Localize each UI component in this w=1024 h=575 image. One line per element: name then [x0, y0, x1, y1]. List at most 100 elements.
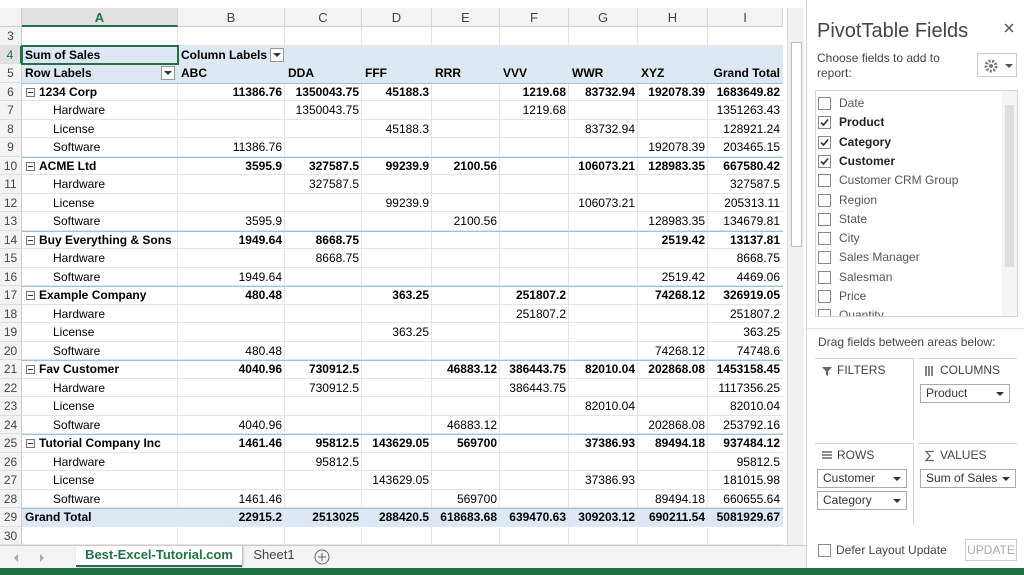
- value-cell[interactable]: 327587.5: [308, 158, 359, 173]
- field-checkbox[interactable]: [818, 193, 831, 207]
- scroll-thumb[interactable]: [791, 42, 802, 247]
- item-label[interactable]: License: [53, 121, 95, 136]
- grand-total-label[interactable]: Grand Total: [25, 510, 92, 524]
- item-label[interactable]: Hardware: [53, 251, 106, 265]
- value-cell[interactable]: 134679.81: [723, 214, 780, 228]
- pivot-column-header[interactable]: Grand Total: [713, 66, 780, 80]
- field-checkbox[interactable]: [818, 270, 831, 284]
- field-name[interactable]: State: [839, 211, 868, 226]
- row-header[interactable]: 28: [0, 489, 22, 508]
- item-label[interactable]: Software: [53, 491, 101, 506]
- row-header[interactable]: 5: [0, 64, 22, 83]
- value-cell[interactable]: 1949.64: [238, 232, 282, 247]
- collapse-button[interactable]: [26, 365, 35, 374]
- value-cell[interactable]: 83732.94: [584, 84, 635, 99]
- field-checkbox[interactable]: [818, 212, 831, 226]
- value-cell[interactable]: 730912.5: [308, 362, 359, 376]
- row-header[interactable]: 6: [0, 82, 22, 101]
- column-header[interactable]: A: [22, 8, 178, 27]
- item-label[interactable]: Hardware: [53, 454, 106, 469]
- value-cell[interactable]: 106073.21: [578, 158, 635, 173]
- collapse-button[interactable]: [26, 161, 35, 171]
- value-cell[interactable]: 8668.75: [315, 251, 359, 265]
- item-label[interactable]: Software: [53, 140, 101, 154]
- value-cell[interactable]: 363.25: [392, 288, 429, 302]
- item-label[interactable]: License: [53, 195, 95, 210]
- pivot-column-header[interactable]: FFF: [365, 66, 387, 80]
- value-cell[interactable]: 1219.68: [522, 103, 566, 117]
- value-cell[interactable]: 82010.04: [729, 399, 780, 413]
- close-button[interactable]: [1003, 22, 1015, 34]
- value-cell[interactable]: 46883.12: [446, 417, 497, 432]
- row-header[interactable]: 14: [0, 230, 22, 249]
- value-cell[interactable]: 2519.42: [661, 232, 705, 247]
- value-cell[interactable]: 1219.68: [522, 84, 566, 99]
- value-cell[interactable]: 326919.05: [723, 288, 780, 302]
- settings-button[interactable]: [977, 53, 1017, 77]
- pivot-column-header[interactable]: WWR: [572, 66, 604, 80]
- value-cell[interactable]: 251807.2: [729, 306, 780, 321]
- group-label[interactable]: Tutorial Company Inc: [39, 436, 161, 450]
- value-cell[interactable]: 192078.39: [648, 140, 705, 154]
- pivot-column-header[interactable]: ABC: [181, 66, 207, 80]
- value-cell[interactable]: 181015.98: [723, 473, 780, 487]
- value-cell[interactable]: 37386.93: [584, 473, 635, 487]
- column-header[interactable]: I: [708, 8, 783, 27]
- value-cell[interactable]: 480.48: [245, 288, 282, 302]
- field-name[interactable]: Price: [839, 289, 867, 303]
- value-cell[interactable]: 363.25: [743, 325, 780, 339]
- collapse-button[interactable]: [26, 291, 35, 300]
- value-cell[interactable]: 128921.24: [723, 121, 780, 136]
- value-cell[interactable]: 2100.56: [453, 158, 497, 173]
- row-labels[interactable]: Row Labels: [25, 66, 92, 80]
- row-header[interactable]: 7: [0, 101, 22, 120]
- item-label[interactable]: License: [53, 473, 95, 487]
- field-checkbox[interactable]: [818, 174, 831, 188]
- row-header[interactable]: 23: [0, 397, 22, 416]
- row-header[interactable]: 29: [0, 508, 22, 527]
- column-header[interactable]: C: [285, 8, 362, 27]
- row-header[interactable]: 30: [0, 526, 22, 545]
- area-item-label[interactable]: Sum of Sales: [926, 471, 998, 485]
- value-cell[interactable]: 288420.5: [378, 510, 429, 524]
- field-name[interactable]: City: [839, 231, 860, 246]
- row-header[interactable]: 11: [0, 175, 22, 194]
- row-header[interactable]: 17: [0, 286, 22, 305]
- item-label[interactable]: Hardware: [53, 103, 106, 117]
- value-cell[interactable]: 1461.46: [238, 491, 282, 506]
- row-header[interactable]: 25: [0, 434, 22, 453]
- area-item[interactable]: Customer: [817, 469, 907, 488]
- collapse-button[interactable]: [26, 235, 35, 245]
- row-header[interactable]: 19: [0, 323, 22, 342]
- value-cell[interactable]: 618683.68: [440, 510, 497, 524]
- value-cell[interactable]: 74748.6: [736, 343, 780, 358]
- area-item-label[interactable]: Product: [926, 386, 968, 400]
- column-header[interactable]: H: [638, 8, 708, 27]
- row-header[interactable]: 10: [0, 156, 22, 175]
- field-checkbox[interactable]: [818, 309, 831, 316]
- sheet-tab[interactable]: Sheet1: [253, 547, 295, 562]
- value-cell[interactable]: 192078.39: [648, 84, 705, 99]
- pivot-column-header[interactable]: DDA: [288, 66, 314, 80]
- value-cell[interactable]: 1350043.75: [295, 103, 359, 117]
- value-cell[interactable]: 99239.9: [385, 158, 429, 173]
- column-labels[interactable]: Column Labels: [181, 47, 268, 62]
- area-item-label[interactable]: Customer: [823, 471, 876, 485]
- update-button[interactable]: UPDATE: [965, 539, 1017, 561]
- tab-nav-prev[interactable]: [14, 554, 18, 562]
- value-cell[interactable]: 1351263.43: [716, 103, 780, 117]
- row-header[interactable]: 21: [0, 360, 22, 379]
- field-name[interactable]: Category: [839, 134, 892, 149]
- value-cell[interactable]: 8668.75: [315, 232, 359, 247]
- row-header[interactable]: 12: [0, 193, 22, 212]
- field-checkbox[interactable]: [818, 135, 831, 149]
- value-cell[interactable]: 363.25: [392, 325, 429, 339]
- group-label[interactable]: ACME Ltd: [39, 158, 97, 173]
- value-cell[interactable]: 205313.11: [724, 195, 780, 210]
- collapse-button[interactable]: [26, 439, 35, 448]
- field-name[interactable]: Salesman: [839, 269, 893, 284]
- pivot-column-header[interactable]: XYZ: [641, 66, 665, 80]
- row-header[interactable]: 26: [0, 452, 22, 471]
- value-cell[interactable]: 89494.18: [654, 436, 705, 450]
- value-cell[interactable]: 660655.64: [723, 491, 780, 506]
